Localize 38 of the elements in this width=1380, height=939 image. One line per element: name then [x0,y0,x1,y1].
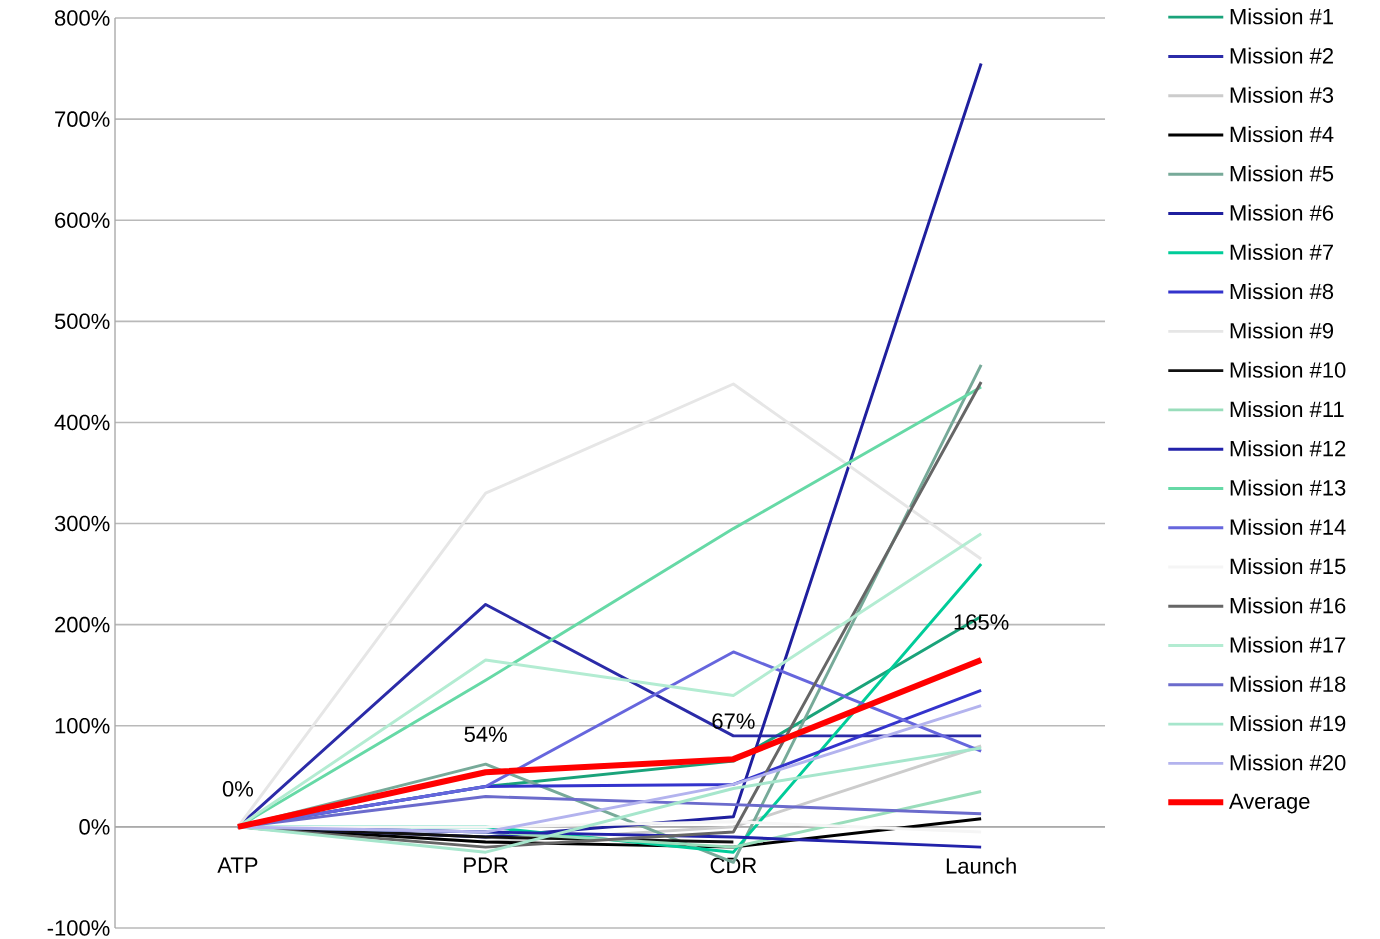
y-tick-label: 600% [55,212,110,228]
legend-label: Mission #19 [1230,715,1346,732]
legend-label: Mission #17 [1230,636,1346,653]
legend-label: Mission #9 [1230,322,1334,339]
legend-label: Mission #15 [1230,558,1346,575]
legend-label: Mission #3 [1230,86,1334,103]
legend-label: Mission #1 [1230,8,1333,25]
legend-label: Mission #14 [1230,518,1346,535]
y-tick-label: 100% [55,717,110,734]
x-tick-label: ATP [217,857,258,873]
legend-label: Mission #4 [1230,126,1334,143]
legend-label: Average [1228,793,1310,814]
legend-label: Mission #8 [1230,283,1334,300]
data-label: 0% [222,781,253,797]
legend-label: Mission #10 [1230,361,1346,378]
y-tick-label: -100% [47,920,110,936]
y-tick-label: 200% [55,616,110,633]
legend-label: Mission #2 [1230,47,1333,64]
y-tick-label: 700% [55,111,110,127]
legend-label: Mission #16 [1230,597,1346,614]
x-tick-label: Launch [946,857,1016,874]
y-tick-label: 800% [54,10,110,26]
legend-label: Mission #7 [1230,243,1333,260]
x-tick-label: CDR [710,857,757,874]
y-tick-label: 0% [79,819,110,835]
legend-label: Mission #20 [1230,754,1346,771]
data-label: 67% [712,713,755,729]
legend-label: Mission #18 [1230,675,1346,693]
y-tick-label: 300% [54,515,110,532]
legend-label: Mission #6 [1230,204,1334,221]
y-tick-label: 400% [54,414,110,431]
y-tick-label: 500% [54,313,110,330]
x-tick-label: PDR [464,857,508,873]
legend-label: Mission #12 [1230,440,1346,457]
data-label: 54% [464,726,507,743]
legend-label: Mission #13 [1230,479,1346,496]
legend-label: Mission #5 [1230,165,1334,182]
legend-label: Mission #11 [1230,400,1344,418]
